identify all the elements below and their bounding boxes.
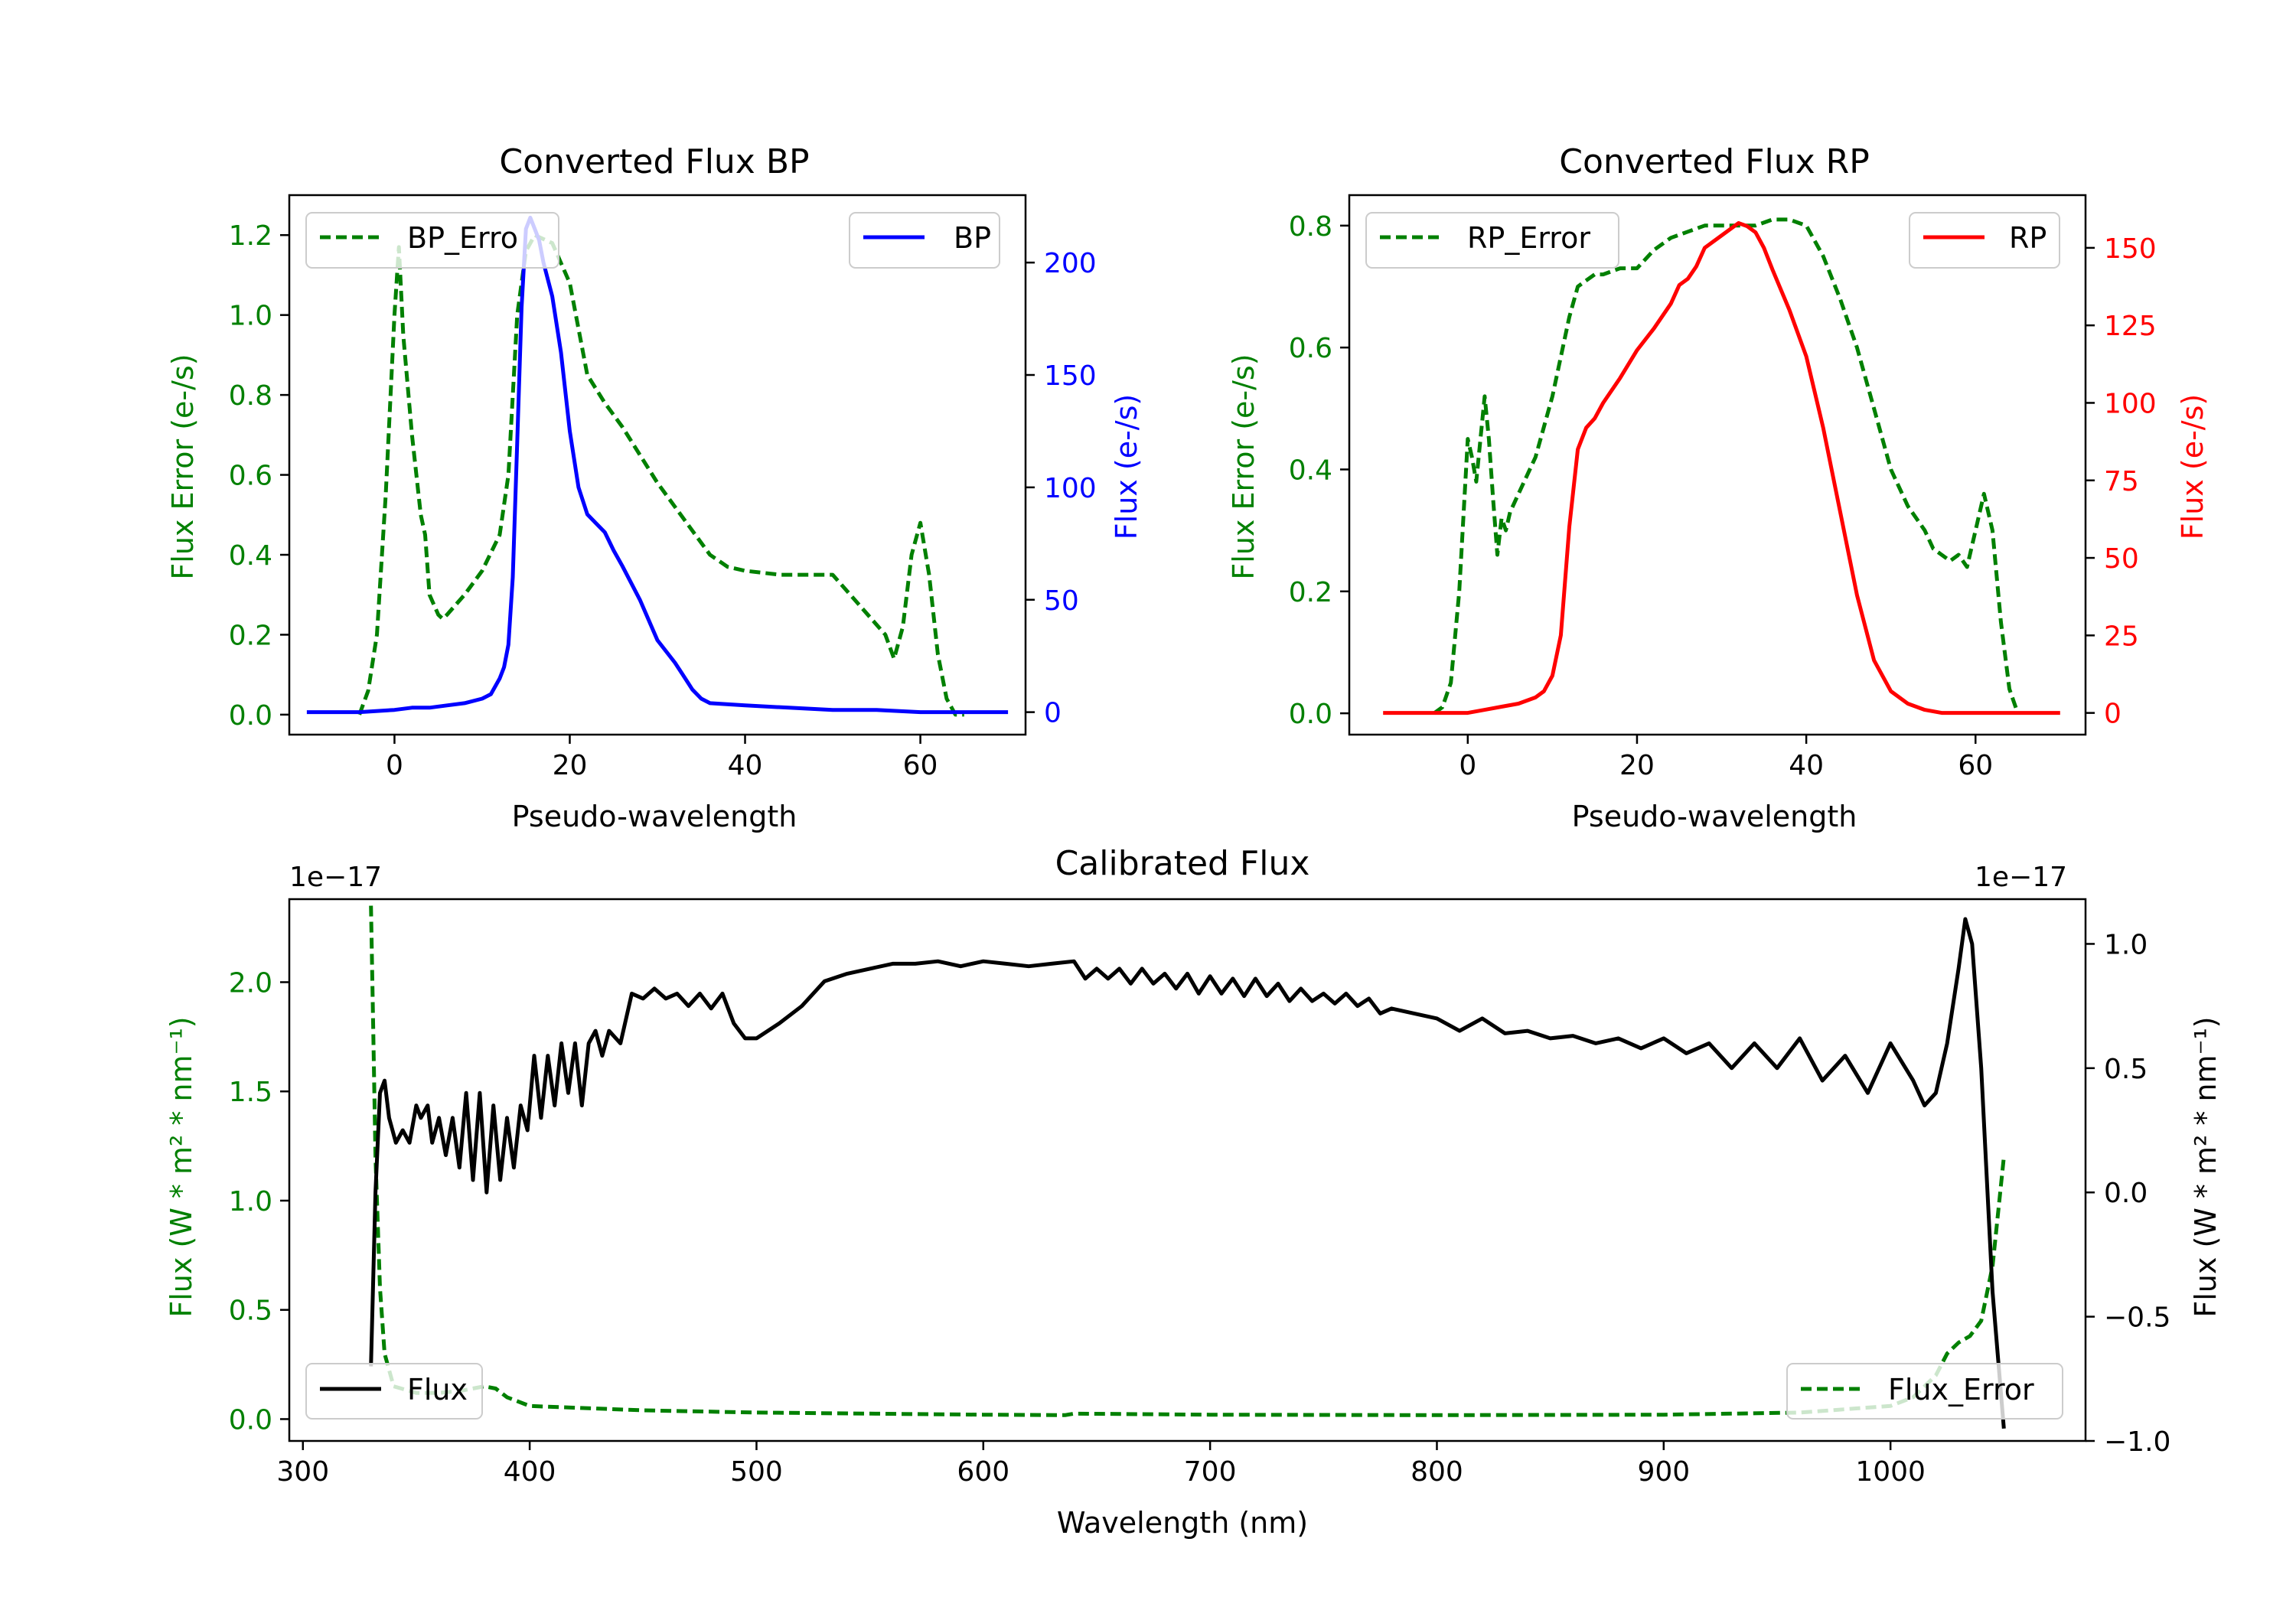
bp-xtick-label: 20 xyxy=(553,750,588,781)
bp-axes-frame xyxy=(288,194,1027,736)
cal-xtick-label: 900 xyxy=(1637,1456,1690,1488)
bp-series xyxy=(306,215,1009,717)
bp-series-line-bp-error xyxy=(357,233,964,717)
cal-series xyxy=(369,905,2006,1429)
rp-ytick-right-label: 50 xyxy=(2104,543,2139,575)
rp-xtick-label: 40 xyxy=(1789,750,1824,781)
bp-ytick-left-label: 1.0 xyxy=(229,301,272,332)
cal-xtick-label: 300 xyxy=(276,1456,329,1488)
bp-ytick-left-label: 0.4 xyxy=(229,540,272,572)
rp-title: Converted Flux RP xyxy=(1559,142,1870,181)
cal-ytick-left-label: 1.5 xyxy=(229,1077,272,1108)
cal-ytick-left-label: 0.0 xyxy=(229,1404,272,1436)
bp-ytick-right-label: 0 xyxy=(1044,698,1062,729)
cal-ylabel-left: Flux (W * m² * nm⁻¹) xyxy=(165,1016,198,1317)
rp-ylabel-left: Flux Error (e-/s) xyxy=(1227,354,1261,579)
rp-ytick-right-label: 0 xyxy=(2104,699,2122,730)
bp-plot-area: 0 20 40 60 0.0 0.2 0.4 0.6 0.8 1.0 1.2 0 50 100 150 200 xyxy=(229,194,1097,781)
rp-ytick-right-label: 150 xyxy=(2104,233,2157,265)
cal-ytick-right-label: 0.0 xyxy=(2104,1178,2148,1209)
cal-ytick-right-label: 1.0 xyxy=(2104,929,2148,960)
cal-xtick-label: 500 xyxy=(730,1456,783,1488)
bp-ytick-left-label: 0.2 xyxy=(229,620,272,651)
bp-ytick-left-label: 0.0 xyxy=(229,700,272,732)
cal-axes-frame xyxy=(288,898,2087,1442)
rp-ytick-right-label: 25 xyxy=(2104,621,2139,652)
bp-ytick-right-label: 50 xyxy=(1044,585,1079,617)
bp-ylabel-right: Flux (e-/s) xyxy=(1110,394,1143,539)
cal-xtick-label: 1000 xyxy=(1855,1456,1926,1488)
bp-ytick-right-label: 150 xyxy=(1044,360,1097,392)
bp-series-line-bp xyxy=(306,215,1009,715)
rp-ytick-left-label: 0.6 xyxy=(1289,333,1332,364)
cal-xtick-label: 400 xyxy=(504,1456,556,1488)
bp-ytick-right-label: 200 xyxy=(1044,248,1097,279)
rp-ylabel-right: Flux (e-/s) xyxy=(2176,394,2210,539)
rp-plot-area: 0 20 40 60 0.0 0.2 0.4 0.6 0.8 0 25 50 75 100 125 150 xyxy=(1289,194,2157,781)
rp-ytick-left-label: 0.4 xyxy=(1289,455,1332,486)
bp-xlabel: Pseudo-wavelength xyxy=(512,800,797,833)
cal-xtick-label: 800 xyxy=(1411,1456,1463,1488)
cal-title: Calibrated Flux xyxy=(1055,844,1310,883)
rp-xtick-label: 20 xyxy=(1619,750,1655,781)
rp-ytick-left-label: 0.0 xyxy=(1289,699,1332,730)
bp-legend-flux-label: BP xyxy=(954,221,991,255)
rp-legend-left: RP_Error xyxy=(1365,212,1619,269)
bp-legend-error-label: BP_Erro xyxy=(407,221,518,255)
cal-series-line-flux xyxy=(369,917,2006,1429)
bp-legend-right: BP xyxy=(849,212,1000,269)
cal-xtick-label: 600 xyxy=(957,1456,1009,1488)
chart-bp: Converted Flux BP 0 20 40 60 0.0 0.2 0.4 0.6 0.8… xyxy=(166,142,1143,833)
cal-legend-right: Flux_Error xyxy=(1786,1363,2063,1420)
cal-ytick-right-label: −0.5 xyxy=(2104,1302,2170,1334)
rp-legend-error-label: RP_Error xyxy=(1467,221,1590,255)
bp-ytick-left-label: 0.6 xyxy=(229,461,272,492)
cal-offset-right: 1e−17 xyxy=(1975,862,2067,893)
cal-legend-flux-label: Flux xyxy=(407,1373,468,1407)
chart-cal: Calibrated Flux 1e−17 1e−17 300 400 500 600… xyxy=(165,844,2223,1540)
bp-ylabel-left: Flux Error (e-/s) xyxy=(166,354,200,579)
chart-rp: Converted Flux RP 0 20 40 60 0.0 0.2 0.4 0.6 0.8… xyxy=(1227,142,2210,833)
bp-ytick-right-label: 100 xyxy=(1044,473,1097,504)
cal-legend-error-label: Flux_Error xyxy=(1888,1373,2034,1407)
rp-legend-flux-label: RP xyxy=(2009,221,2047,255)
cal-ytick-left-label: 2.0 xyxy=(229,967,272,999)
rp-series xyxy=(1383,217,2060,715)
rp-ytick-right-label: 125 xyxy=(2104,311,2157,342)
rp-xtick-label: 0 xyxy=(1459,750,1476,781)
cal-ytick-left-label: 0.5 xyxy=(229,1296,272,1327)
rp-axes-frame xyxy=(1348,194,2087,736)
bp-title: Converted Flux BP xyxy=(499,142,809,181)
rp-xlabel: Pseudo-wavelength xyxy=(1572,800,1857,833)
rp-ytick-left-label: 0.2 xyxy=(1289,577,1332,608)
rp-series-line-rp xyxy=(1383,221,2060,715)
rp-ytick-right-label: 75 xyxy=(2104,466,2139,497)
cal-ylabel-right: Flux (W * m² * nm⁻¹) xyxy=(2189,1016,2223,1317)
cal-xlabel: Wavelength (nm) xyxy=(1057,1506,1308,1540)
cal-ytick-left-label: 1.0 xyxy=(229,1186,272,1217)
rp-series-line-rp-error xyxy=(1433,217,2020,715)
rp-ytick-right-label: 100 xyxy=(2104,388,2157,419)
bp-ytick-left-label: 1.2 xyxy=(229,220,272,252)
cal-legend-left: Flux xyxy=(305,1363,483,1420)
rp-ytick-left-label: 0.8 xyxy=(1289,211,1332,243)
rp-legend-right: RP xyxy=(1909,212,2060,269)
bp-xtick-label: 60 xyxy=(903,750,938,781)
bp-xtick-label: 40 xyxy=(728,750,763,781)
rp-xtick-label: 60 xyxy=(1958,750,1993,781)
cal-ytick-right-label: 0.5 xyxy=(2104,1054,2148,1085)
bp-ytick-left-label: 0.8 xyxy=(229,380,272,412)
cal-ytick-right-label: −1.0 xyxy=(2104,1426,2170,1458)
bp-legend-left: BP_Erro xyxy=(305,212,559,269)
cal-offset-left: 1e−17 xyxy=(289,862,382,893)
cal-xtick-label: 700 xyxy=(1184,1456,1237,1488)
cal-series-line-flux-error xyxy=(369,905,2006,1417)
bp-xtick-label: 0 xyxy=(386,750,403,781)
